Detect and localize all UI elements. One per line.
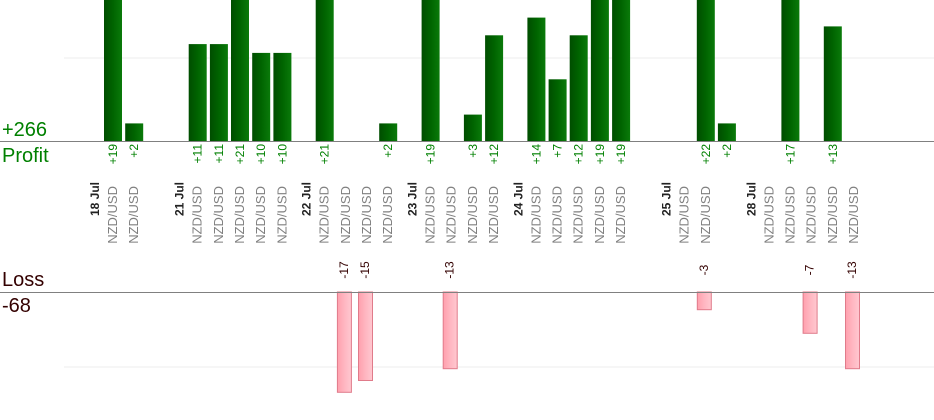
loss-data-label: -13 (443, 261, 457, 279)
symbol-tick-label: NZD/USD (211, 186, 226, 244)
profit-data-label: +21 (233, 144, 247, 165)
symbol-tick-label: NZD/USD (359, 186, 374, 244)
profit-data-label: +11 (191, 144, 205, 164)
profit-data-label: +7 (551, 144, 565, 158)
profit-data-label: +19 (593, 144, 607, 165)
symbol-tick-label: NZD/USD (804, 186, 819, 244)
symbol-tick-label: NZD/USD (592, 186, 607, 244)
symbol-tick-label: NZD/USD (550, 186, 565, 244)
symbol-tick-label: NZD/USD (444, 186, 459, 244)
symbol-tick-label: NZD/USD (253, 186, 268, 244)
loss-data-label: -3 (697, 264, 711, 275)
profit-bar (231, 0, 249, 141)
profit-bar (527, 17, 546, 142)
profit-data-label: +3 (466, 144, 480, 158)
symbol-tick-label: NZD/USD (825, 186, 840, 244)
profit-bar (188, 44, 207, 141)
profit-bar (104, 0, 122, 141)
symbol-tick-label: NZD/USD (698, 186, 713, 244)
date-tick-label: 28 Jul (744, 182, 758, 216)
profit-data-label: +13 (826, 144, 840, 165)
profit-data-label: +17 (783, 144, 797, 165)
profit-bar (823, 26, 842, 141)
profit-data-label: +12 (572, 144, 586, 165)
profit-bar (485, 35, 504, 142)
profit-bar (463, 114, 482, 141)
profit-bar (273, 52, 292, 141)
loss-bar (336, 291, 352, 393)
symbol-tick-label: NZD/USD (613, 186, 628, 244)
profit-bar (252, 52, 271, 141)
loss-bar (845, 291, 860, 370)
loss-data-label: -13 (845, 261, 859, 279)
loss-data-label: -15 (358, 261, 372, 279)
profit-total: +266 (2, 119, 48, 141)
profit-data-label: +19 (106, 144, 120, 165)
profit-data-label: +21 (318, 144, 332, 165)
symbol-tick-label: NZD/USD (782, 186, 797, 244)
profit-bar (315, 0, 334, 141)
symbol-tick-label: NZD/USD (571, 186, 586, 244)
symbol-tick-label: NZD/USD (528, 186, 543, 244)
profit-data-label: +22 (699, 144, 713, 165)
profit-data-label: +10 (254, 144, 268, 165)
profit-bar (548, 79, 567, 141)
profit-bar (421, 0, 440, 141)
symbol-tick-label: NZD/USD (677, 186, 692, 244)
loss-bar (696, 291, 712, 311)
symbol-tick-label: NZD/USD (423, 186, 438, 244)
profit-bar (781, 0, 800, 141)
date-tick-label: 22 Jul (300, 182, 314, 216)
date-tick-label: 21 Jul (173, 182, 187, 216)
symbol-tick-label: NZD/USD (846, 186, 861, 244)
profit-data-label: +19 (424, 144, 438, 165)
loss-label: Loss (2, 269, 45, 291)
profit-data-label: +11 (212, 144, 226, 164)
profit-data-label: +2 (720, 144, 734, 158)
profit-bar (125, 123, 144, 141)
symbol-tick-label: NZD/USD (105, 186, 120, 244)
profit-bar (696, 0, 715, 141)
date-tick-label: 25 Jul (660, 182, 674, 216)
symbol-tick-label: NZD/USD (126, 186, 141, 244)
profit-data-label: +2 (127, 144, 141, 158)
date-tick-label: 24 Jul (511, 182, 525, 216)
loss-data-label: -17 (337, 261, 351, 279)
loss-bar (358, 291, 373, 381)
profit-data-label: +14 (529, 144, 543, 165)
loss-total: -68 (2, 295, 31, 317)
symbol-tick-label: NZD/USD (338, 186, 353, 244)
symbol-tick-label: NZD/USD (190, 186, 205, 244)
profit-data-label: +19 (614, 144, 628, 165)
profit-bar (590, 0, 609, 141)
profit-bar (612, 0, 631, 141)
symbol-tick-label: NZD/USD (761, 186, 776, 244)
symbol-tick-label: NZD/USD (274, 186, 289, 244)
loss-data-label: -7 (803, 264, 817, 275)
symbol-tick-label: NZD/USD (465, 186, 480, 244)
date-tick-label: 18 Jul (88, 182, 102, 216)
loss-bar (442, 291, 458, 370)
profit-bar (717, 123, 736, 141)
date-tick-label: 23 Jul (406, 182, 420, 216)
symbol-tick-label: NZD/USD (486, 186, 501, 244)
profit-data-label: +12 (487, 144, 501, 165)
profit-label: Profit (2, 145, 49, 167)
profit-bar (569, 35, 588, 142)
profit-bar (379, 123, 398, 141)
loss-bar (802, 291, 818, 334)
symbol-tick-label: NZD/USD (317, 186, 332, 244)
profit-data-label: +2 (381, 144, 395, 158)
symbol-tick-label: NZD/USD (380, 186, 395, 244)
symbol-tick-label: NZD/USD (232, 186, 247, 244)
profit-bar (209, 44, 228, 141)
profit-data-label: +10 (275, 144, 289, 165)
